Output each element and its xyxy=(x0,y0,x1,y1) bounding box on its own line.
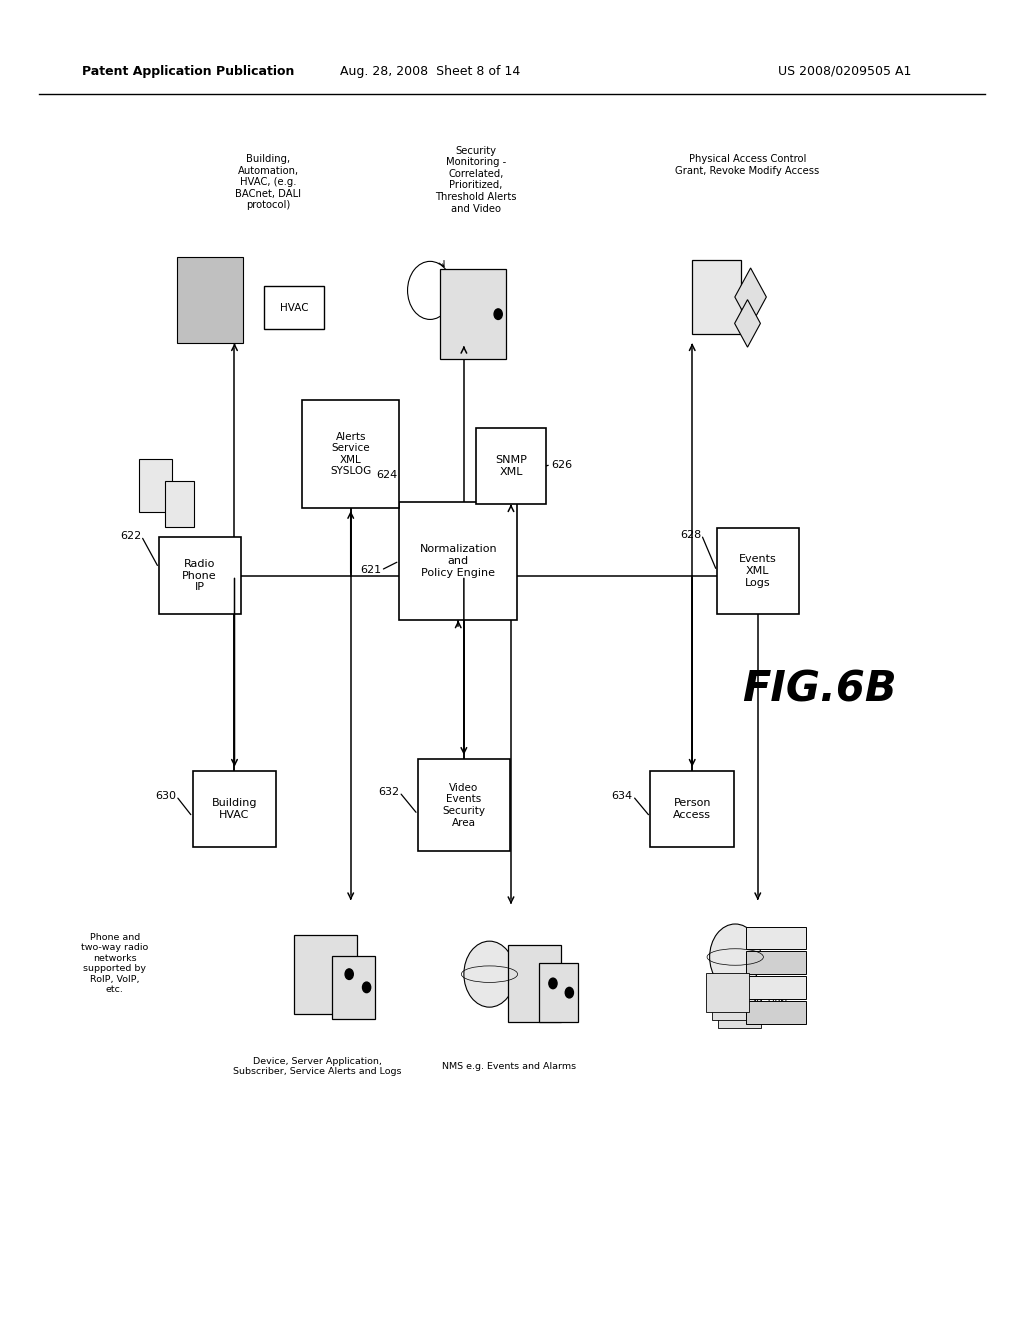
Circle shape xyxy=(464,941,515,1007)
Text: Device, Server Application,
Subscriber, Service Alerts and Logs: Device, Server Application, Subscriber, … xyxy=(233,1057,401,1076)
Text: Building
HVAC: Building HVAC xyxy=(212,799,257,820)
Bar xyxy=(193,771,276,847)
Text: Patent Application Publication: Patent Application Publication xyxy=(82,65,294,78)
Bar xyxy=(332,956,375,1019)
Circle shape xyxy=(549,978,557,989)
Bar xyxy=(746,952,806,974)
Text: Physical Access Control
Grant, Revoke Modify Access: Physical Access Control Grant, Revoke Mo… xyxy=(676,154,819,176)
Circle shape xyxy=(345,969,353,979)
Text: Radio
Phone
IP: Radio Phone IP xyxy=(182,558,217,593)
Text: Aug. 28, 2008  Sheet 8 of 14: Aug. 28, 2008 Sheet 8 of 14 xyxy=(340,65,520,78)
Bar xyxy=(302,400,399,508)
Circle shape xyxy=(495,309,503,319)
Bar xyxy=(139,459,172,512)
Text: US 2008/0209505 A1: US 2008/0209505 A1 xyxy=(778,65,911,78)
Text: 621: 621 xyxy=(359,565,381,576)
Text: HVAC: HVAC xyxy=(280,302,308,313)
Bar xyxy=(718,989,761,1028)
Text: 622: 622 xyxy=(120,531,141,541)
Bar xyxy=(508,945,561,1022)
Text: SNMP
XML: SNMP XML xyxy=(495,455,527,477)
Bar xyxy=(418,759,510,851)
Polygon shape xyxy=(734,300,761,347)
Text: Security
Monitoring -
Correlated,
Prioritized,
Threshold Alerts
and Video: Security Monitoring - Correlated, Priori… xyxy=(435,145,517,214)
Bar xyxy=(165,480,194,527)
Text: 626: 626 xyxy=(551,459,572,470)
Text: FIG.6B: FIG.6B xyxy=(741,668,897,710)
Bar xyxy=(264,286,324,329)
Bar xyxy=(746,1001,806,1024)
Text: 628: 628 xyxy=(680,529,701,540)
Bar xyxy=(746,977,806,999)
Text: Video
Events
Security
Area: Video Events Security Area xyxy=(442,783,485,828)
Bar xyxy=(712,981,755,1020)
Bar xyxy=(159,537,241,614)
Bar xyxy=(176,256,244,342)
Circle shape xyxy=(710,924,761,990)
Text: Building,
Automation,
HVAC, (e.g.
BACnet, DALI
protocol): Building, Automation, HVAC, (e.g. BACnet… xyxy=(236,154,301,210)
Circle shape xyxy=(362,982,371,993)
Text: Alerts
Service
XML
SYSLOG: Alerts Service XML SYSLOG xyxy=(330,432,372,477)
Bar xyxy=(706,973,749,1012)
Text: 634: 634 xyxy=(611,791,633,801)
Bar xyxy=(717,528,799,614)
Text: Events
XML
Logs: Events XML Logs xyxy=(739,554,776,587)
Bar xyxy=(399,502,517,620)
Bar xyxy=(692,260,741,334)
Bar xyxy=(440,269,506,359)
Bar xyxy=(294,935,357,1014)
Text: Person
Access: Person Access xyxy=(673,799,712,820)
Bar xyxy=(476,428,546,504)
Text: Phone and
two-way radio
networks
supported by
RoIP, VoIP,
etc.: Phone and two-way radio networks support… xyxy=(81,933,148,994)
Text: NMS e.g. Events and Alarms: NMS e.g. Events and Alarms xyxy=(442,1063,575,1071)
Bar xyxy=(650,771,734,847)
Text: Normalization
and
Policy Engine: Normalization and Policy Engine xyxy=(420,544,497,578)
Text: Network
Devices and
Service - e.g.
VoIP, VPN,
Video: Network Devices and Service - e.g. VoIP,… xyxy=(734,968,798,1018)
Circle shape xyxy=(565,987,573,998)
Bar xyxy=(746,927,806,949)
Bar xyxy=(539,964,578,1022)
Text: 630: 630 xyxy=(155,791,176,801)
Polygon shape xyxy=(735,268,766,326)
Text: 632: 632 xyxy=(378,787,399,797)
Text: 624: 624 xyxy=(376,470,397,480)
